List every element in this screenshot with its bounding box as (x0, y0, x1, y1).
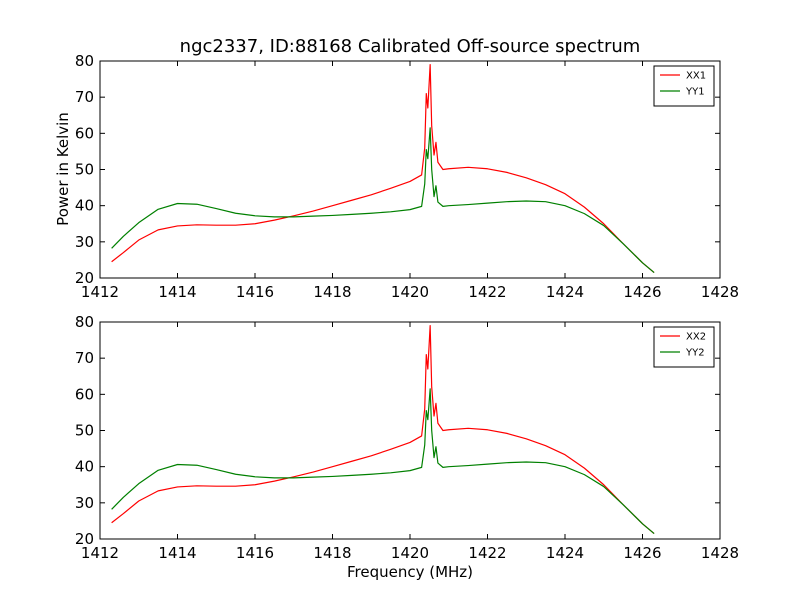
x-tick-label: 1416 (236, 544, 274, 562)
y-tick-label: 50 (75, 161, 94, 179)
legend-label: XX2 (686, 332, 706, 343)
x-tick-label: 1424 (546, 544, 584, 562)
chart-title: ngc2337, ID:88168 Calibrated Off-source … (180, 36, 641, 57)
y-tick-label: 50 (75, 422, 94, 440)
x-tick-label: 1428 (701, 283, 739, 301)
y-axis-label: Power in Kelvin (54, 112, 72, 226)
x-tick-label: 1426 (623, 544, 661, 562)
x-tick-label: 1412 (81, 283, 119, 301)
x-tick-label: 1418 (313, 544, 351, 562)
y-tick-label: 60 (75, 385, 94, 403)
legend-box (653, 326, 715, 368)
x-tick-label: 1416 (236, 283, 274, 301)
y-tick-label: 80 (75, 313, 94, 331)
x-tick-label: 1424 (546, 283, 584, 301)
x-tick-label: 1426 (623, 283, 661, 301)
y-tick-label: 40 (75, 197, 94, 215)
legend-label: XX1 (686, 71, 706, 82)
bottom-panel: 1412 1414 1416 1418 1420 1422 1424 1426 1428 20 30… (75, 313, 739, 562)
plot-area (100, 322, 720, 539)
x-tick-label: 1422 (468, 544, 506, 562)
x-tick-label: 1420 (391, 283, 429, 301)
legend-label: YY2 (685, 348, 705, 359)
x-tick-label: 1422 (468, 283, 506, 301)
x-tick-label: 1412 (81, 544, 119, 562)
y-tick-label: 60 (75, 124, 94, 142)
x-axis-label: Frequency (MHz) (347, 563, 473, 581)
y-tick-label: 70 (75, 349, 94, 367)
y-tick-label: 70 (75, 88, 94, 106)
y-tick-label: 80 (75, 52, 94, 70)
y-tick-label: 40 (75, 458, 94, 476)
x-tick-label: 1414 (158, 283, 196, 301)
top-panel: 1412 1414 1416 1418 1420 1422 1424 1426 1428 20 30… (75, 52, 739, 301)
legend-label: YY1 (685, 87, 705, 98)
plot-area (100, 61, 720, 278)
series-line-xx2 (111, 325, 655, 535)
series-line-yy1 (111, 127, 655, 274)
series-line-xx1 (111, 64, 655, 274)
y-tick-label: 20 (75, 530, 94, 548)
legend-box (653, 65, 715, 107)
x-tick-label: 1428 (701, 544, 739, 562)
x-tick-label: 1418 (313, 283, 351, 301)
y-tick-label: 20 (75, 269, 94, 287)
x-tick-label: 1420 (391, 544, 429, 562)
x-tick-label: 1414 (158, 544, 196, 562)
series-line-yy2 (111, 388, 655, 535)
y-tick-label: 30 (75, 233, 94, 251)
y-tick-label: 30 (75, 494, 94, 512)
